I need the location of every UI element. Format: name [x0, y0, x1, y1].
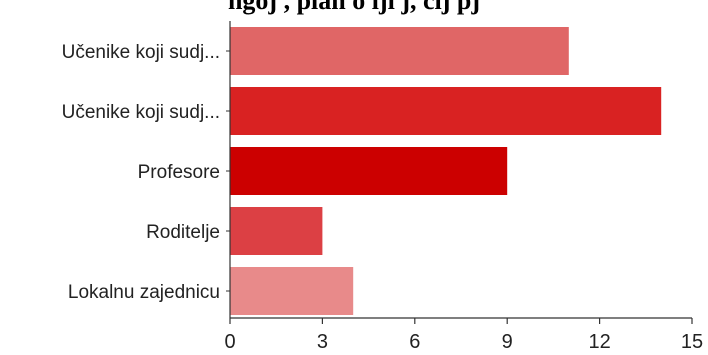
x-axis: 0 3 6 9 12 15: [224, 21, 703, 353]
bar: [230, 267, 354, 315]
category-label: Lokalnu zajednicu: [68, 282, 220, 303]
x-tick-label: 6: [409, 331, 420, 353]
bar: [230, 27, 569, 75]
category-label: Učenike koji sudj...: [62, 42, 220, 63]
x-tick-label: 3: [317, 331, 328, 353]
category-label: Roditelje: [146, 222, 220, 243]
chart-title: ngoj , plan o lji j, cij pj: [227, 0, 481, 15]
bar: [230, 87, 662, 135]
bar: [230, 207, 323, 255]
bars-layer: [230, 27, 662, 315]
category-labels: Učenike koji sudj... Učenike koji sudj...…: [62, 42, 220, 303]
x-tick-label: 9: [502, 331, 513, 353]
x-tick-label: 12: [588, 331, 610, 353]
x-tick-label: 15: [681, 331, 703, 353]
category-label: Profesore: [138, 162, 220, 183]
bar: [230, 147, 508, 195]
x-tick-label: 0: [224, 331, 235, 353]
category-label: Učenike koji sudj...: [62, 102, 220, 123]
